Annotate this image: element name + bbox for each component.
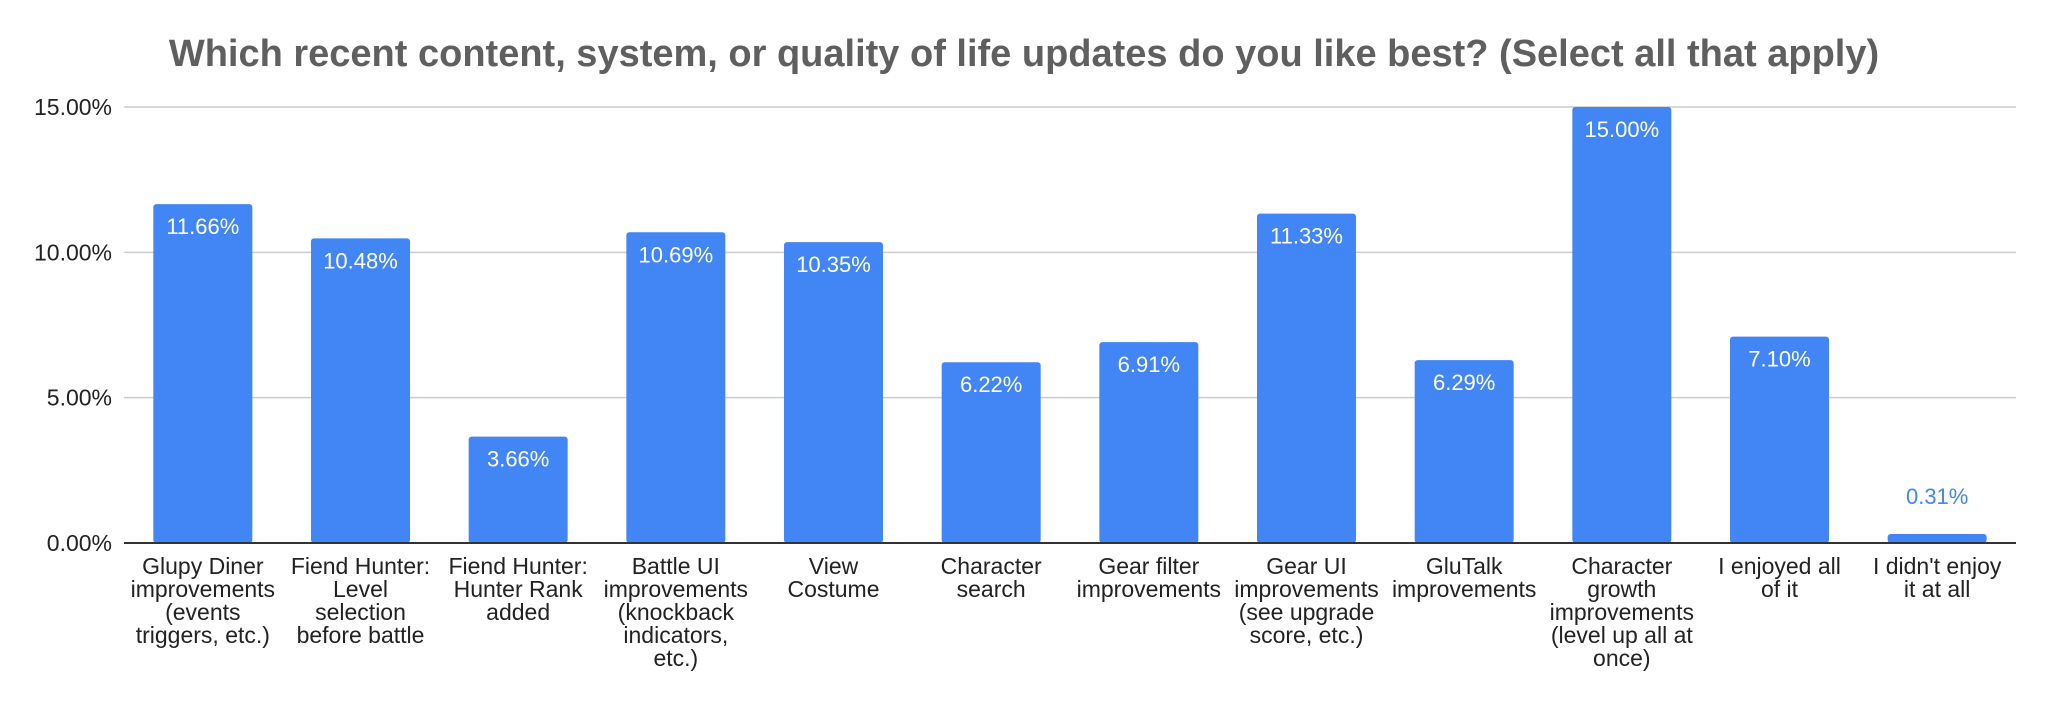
- x-tick-label: Character growth improvements (level up all…: [1550, 553, 1694, 671]
- x-tick-label-line: improvements: [1077, 576, 1221, 602]
- x-tick-label: GluTalk improvements: [1392, 553, 1536, 602]
- x-tick-label-line: Battle UI: [632, 553, 720, 579]
- x-tick-label-line: growth: [1587, 576, 1656, 602]
- x-tick-label-line: score, etc.): [1250, 622, 1364, 648]
- x-tick-label-line: I enjoyed all: [1718, 553, 1841, 579]
- x-tick-label-line: once): [1593, 645, 1651, 671]
- x-tick-label: Gear UI improvements (see upgrade score, et…: [1234, 553, 1378, 648]
- x-tick-label-line: improvements: [131, 576, 275, 602]
- data-label: 6.29%: [1433, 370, 1495, 395]
- data-label: 6.91%: [1118, 352, 1180, 377]
- bar: [1414, 360, 1514, 543]
- bar: [153, 204, 253, 543]
- x-tick-label-line: triggers, etc.): [136, 622, 270, 648]
- x-tick-label-line: Character: [1571, 553, 1672, 579]
- bar: [784, 242, 883, 543]
- x-tick-label: Character search: [941, 553, 1042, 602]
- x-tick-label: Fiend Hunter: Level selection before battle: [291, 553, 430, 648]
- y-tick-label: 10.00%: [34, 239, 112, 265]
- x-tick-label-line: Hunter Rank: [454, 576, 584, 602]
- x-tick-label-line: indicators,: [623, 622, 728, 648]
- x-tick-label-line: Character: [941, 553, 1042, 579]
- x-tick-label-line: I didn't enjoy: [1873, 553, 2002, 579]
- x-tick-label-line: selection: [315, 599, 406, 625]
- gridlines: [124, 106, 2016, 399]
- data-label: 11.33%: [1270, 224, 1343, 249]
- x-tick-label-line: View: [809, 553, 859, 579]
- x-tick-label-line: (see upgrade: [1239, 599, 1375, 625]
- x-tick-label-line: Glupy Diner: [142, 553, 264, 579]
- x-tick-label-line: Level: [333, 576, 388, 602]
- x-tick-label-line: (knockback: [618, 599, 735, 625]
- data-label: 6.22%: [960, 372, 1022, 397]
- bar: [1257, 213, 1356, 543]
- bar: [626, 232, 726, 543]
- x-tick-label-line: (level up all at: [1551, 622, 1694, 648]
- x-tick-label-line: Fiend Hunter:: [448, 553, 587, 579]
- x-tick-label: I didn't enjoy it at all: [1873, 553, 2002, 602]
- x-tick-label: View Costume: [787, 553, 879, 602]
- data-label: 15.00%: [1585, 117, 1660, 142]
- x-tick-label-line: improvements: [1234, 576, 1378, 602]
- x-tick-label: Gear filter improvements: [1077, 553, 1221, 602]
- data-label: 10.69%: [639, 242, 714, 267]
- data-label: 7.10%: [1748, 347, 1810, 372]
- x-tick-label-line: search: [957, 576, 1026, 602]
- x-tick-label-line: Gear UI: [1266, 553, 1347, 579]
- bar: [311, 238, 410, 543]
- x-tick-label-line: improvements: [1550, 599, 1694, 625]
- bar: [1730, 336, 1829, 543]
- data-label: 11.66%: [166, 214, 239, 239]
- x-axis-labels: Glupy Diner improvements (events triggers, …: [131, 553, 2002, 671]
- x-tick-label-line: added: [486, 599, 550, 625]
- x-tick-label-line: improvements: [1392, 576, 1536, 602]
- x-tick-label-line: before battle: [297, 622, 425, 648]
- x-tick-label-line: Gear filter: [1098, 553, 1199, 579]
- x-tick-label-line: GluTalk: [1426, 553, 1503, 579]
- chart-title: Which recent content, system, or quality…: [169, 33, 1879, 75]
- y-tick-label: 15.00%: [34, 94, 112, 120]
- y-axis-ticks: 0.00% 5.00% 10.00% 15.00%: [34, 94, 112, 556]
- x-tick-label: Battle UI improvements (knockback indicator…: [604, 553, 748, 671]
- data-label: 3.66%: [487, 447, 549, 472]
- bar: [1572, 107, 1672, 543]
- x-tick-label: Fiend Hunter: Hunter Rank added: [448, 553, 587, 625]
- data-labels: 11.66% 10.48% 3.66% 10.69% 10.35% 6.22% 6.91% 1…: [166, 117, 1968, 509]
- x-tick-label-line: Costume: [787, 576, 879, 602]
- x-tick-label-line: improvements: [604, 576, 748, 602]
- data-label: 10.48%: [323, 248, 398, 273]
- x-tick-label-line: it at all: [1904, 576, 1970, 602]
- bar: [468, 436, 568, 543]
- bar: [941, 362, 1041, 543]
- y-tick-label: 5.00%: [47, 385, 112, 411]
- data-label: 10.35%: [796, 252, 871, 277]
- x-tick-label: Glupy Diner improvements (events triggers, …: [131, 553, 275, 648]
- bar: [1099, 342, 1199, 543]
- bars: [153, 107, 1987, 543]
- x-tick-label-line: etc.): [653, 645, 698, 671]
- x-tick-label-line: Fiend Hunter:: [291, 553, 430, 579]
- bar: [1887, 533, 1987, 543]
- x-tick-label-line: (events: [165, 599, 240, 625]
- data-label: 0.31%: [1906, 484, 1968, 509]
- x-tick-label: I enjoyed all of it: [1718, 553, 1841, 602]
- x-tick-label-line: of it: [1761, 576, 1799, 602]
- y-tick-label: 0.00%: [47, 530, 112, 556]
